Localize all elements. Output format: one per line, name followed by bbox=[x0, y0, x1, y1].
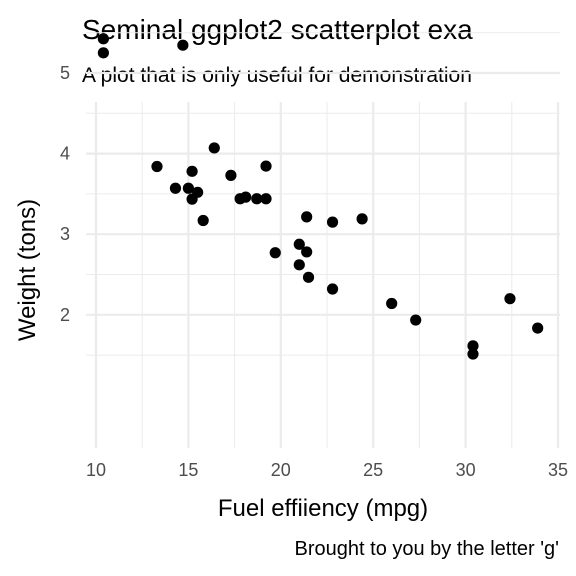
x-tick-label: 35 bbox=[548, 460, 568, 480]
data-point bbox=[504, 293, 516, 305]
data-point bbox=[97, 47, 109, 59]
y-tick-label: 5 bbox=[60, 63, 70, 83]
data-point bbox=[326, 283, 339, 295]
y-tick-label: 2 bbox=[60, 305, 70, 325]
x-tick-label: 25 bbox=[363, 460, 383, 480]
data-point bbox=[467, 340, 479, 352]
data-point bbox=[301, 246, 313, 258]
data-point bbox=[356, 213, 368, 225]
x-tick-label: 10 bbox=[86, 460, 106, 480]
y-tick-label: 4 bbox=[60, 144, 70, 164]
data-point bbox=[225, 169, 237, 181]
x-tick-label: 30 bbox=[456, 460, 476, 480]
data-point bbox=[151, 160, 163, 173]
data-point bbox=[208, 142, 220, 154]
data-point bbox=[260, 193, 272, 205]
data-point bbox=[234, 193, 246, 205]
data-point bbox=[301, 211, 313, 223]
data-point bbox=[251, 193, 263, 205]
chart-title: Seminal ggplot2 scatterplot exa bbox=[82, 14, 473, 45]
data-point bbox=[177, 39, 189, 51]
data-point bbox=[182, 182, 194, 194]
data-point bbox=[186, 165, 198, 177]
data-point bbox=[186, 193, 198, 205]
data-point bbox=[269, 247, 281, 259]
x-tick-label: 20 bbox=[271, 460, 291, 480]
x-tick-label: 15 bbox=[178, 460, 198, 480]
data-point bbox=[532, 322, 544, 334]
data-point bbox=[326, 216, 339, 228]
data-point bbox=[293, 238, 305, 250]
data-point bbox=[386, 297, 398, 310]
y-axis-title: Weight (tons) bbox=[14, 199, 41, 341]
chart-caption: Brought to you by the letter 'g' bbox=[295, 538, 559, 560]
data-point bbox=[293, 259, 305, 271]
tick-labels: 10 15 20 25 30 35 2 3 4 5 bbox=[60, 63, 568, 480]
data-point bbox=[302, 271, 315, 283]
data-point bbox=[197, 214, 209, 227]
data-point bbox=[260, 160, 272, 172]
data-points bbox=[97, 33, 544, 360]
chart-subtitle: A plot that is only useful for demonstra… bbox=[82, 64, 472, 87]
grid bbox=[86, 32, 560, 448]
data-point bbox=[169, 182, 182, 194]
data-point bbox=[410, 314, 422, 326]
data-point bbox=[467, 348, 479, 360]
x-axis-title: Fuel effiiency (mpg) bbox=[218, 495, 428, 522]
y-tick-label: 3 bbox=[60, 224, 70, 244]
data-point bbox=[97, 33, 109, 45]
